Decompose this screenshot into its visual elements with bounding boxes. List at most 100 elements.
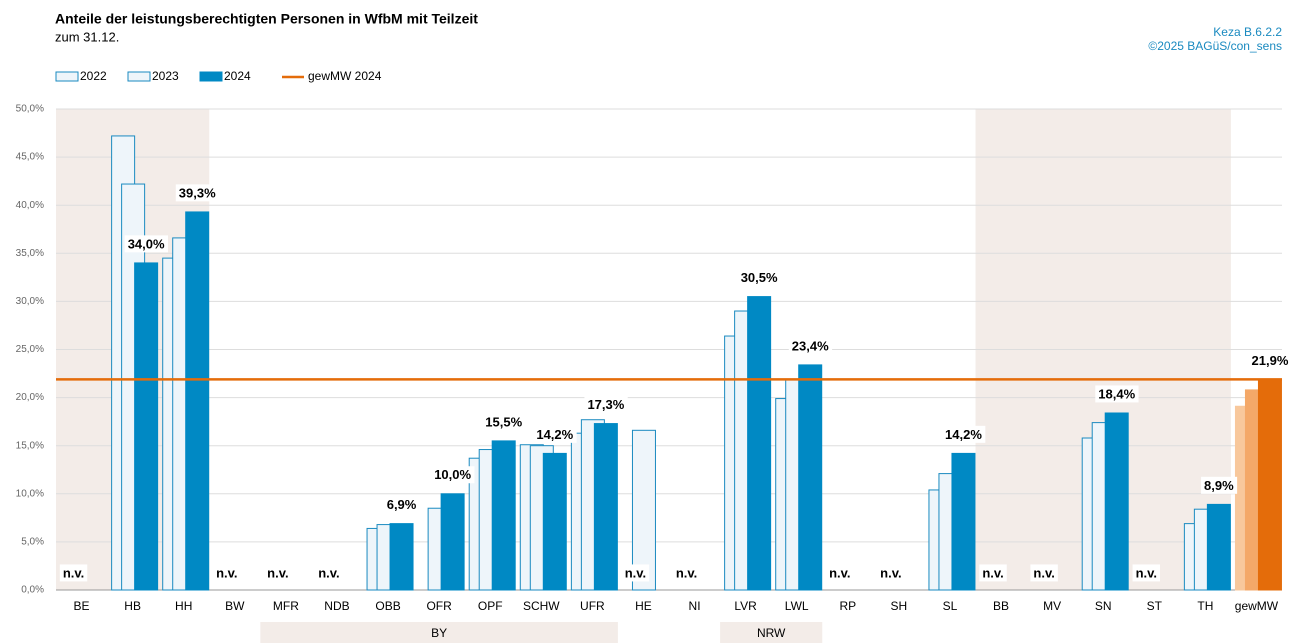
value-label: 30,5% (741, 270, 778, 285)
value-label: n.v. (318, 565, 339, 580)
legend-label: 2024 (224, 69, 251, 83)
value-label-bg (979, 564, 1007, 582)
value-label-bg (213, 564, 241, 582)
bar (593, 423, 618, 591)
value-label: 8,9% (1204, 478, 1234, 493)
value-label-bg (124, 235, 168, 253)
value-label-bg (826, 564, 854, 582)
y-tick-label: 40,0% (16, 200, 44, 211)
x-tick-label: SN (1095, 599, 1112, 613)
value-label: 14,2% (536, 427, 573, 442)
value-label-bg (877, 564, 905, 582)
legend-label: 2023 (152, 69, 179, 83)
y-tick-label: 20,0% (16, 392, 44, 403)
source: Keza B.6.2.2 (1213, 25, 1282, 39)
group-label: BY (431, 626, 447, 640)
y-tick-label: 15,0% (16, 440, 44, 451)
value-label-bg (315, 564, 343, 582)
group-band (720, 622, 823, 643)
value-label-bg (672, 564, 701, 582)
legend-swatch (127, 71, 151, 82)
chart-title: Anteile der leistungsberechtigten Person… (55, 11, 478, 27)
y-tick-label: 25,0% (16, 344, 44, 355)
x-tick-label: MV (1043, 599, 1061, 613)
bar (951, 452, 976, 591)
value-label: n.v. (676, 565, 697, 580)
bar (798, 364, 823, 591)
value-label-bg (788, 337, 833, 355)
value-label: n.v. (267, 565, 288, 580)
value-label: n.v. (1136, 565, 1157, 580)
x-tick-label: LWL (785, 599, 809, 613)
y-tick-label: 45,0% (16, 152, 44, 163)
bar (440, 493, 465, 591)
value-label: n.v. (216, 565, 237, 580)
x-tick-label: NI (689, 599, 701, 613)
value-label: 21,9% (1252, 353, 1289, 368)
value-label: n.v. (880, 565, 901, 580)
legend-label: 2022 (80, 69, 107, 83)
legend-swatch (55, 71, 79, 82)
value-label: 14,2% (945, 427, 982, 442)
x-tick-label: SL (943, 599, 958, 613)
x-tick-label: LVR (734, 599, 757, 613)
value-label-bg (533, 425, 577, 443)
group-band (260, 622, 618, 643)
y-tick-label: 10,0% (16, 488, 44, 499)
value-label: n.v. (1033, 565, 1054, 580)
bar (491, 440, 516, 591)
x-tick-label: OBB (375, 599, 400, 613)
value-label-bg (942, 425, 986, 443)
value-label-bg (1132, 564, 1161, 582)
group-label: NRW (757, 626, 786, 640)
x-tick-label: BW (225, 599, 245, 613)
value-label-bg (737, 269, 781, 287)
bar (542, 452, 567, 591)
value-label-bg (1030, 564, 1058, 582)
y-tick-label: 30,0% (16, 296, 44, 307)
bar (185, 211, 210, 591)
legend-swatch (199, 71, 223, 82)
x-tick-label: OPF (478, 599, 503, 613)
x-tick-label: HB (124, 599, 141, 613)
value-label-bg (431, 466, 475, 484)
value-label: 23,4% (792, 338, 829, 353)
value-label-bg (264, 564, 292, 582)
value-label-bg (1201, 476, 1238, 494)
value-label-bg (383, 496, 420, 514)
value-label: n.v. (63, 565, 84, 580)
bar (1257, 378, 1282, 591)
value-label: n.v. (982, 565, 1003, 580)
value-label-bg (59, 564, 88, 582)
x-tick-label: BE (74, 599, 90, 613)
x-tick-label: TH (1197, 599, 1213, 613)
bar (747, 296, 772, 591)
value-label-bg (621, 564, 650, 582)
value-label-bg (1248, 351, 1290, 369)
value-label-bg (1095, 385, 1139, 403)
value-label-bg (175, 184, 220, 202)
value-label: 39,3% (179, 185, 216, 200)
value-label: 15,5% (485, 414, 522, 429)
y-tick-label: 5,0% (21, 537, 44, 548)
y-tick-label: 50,0% (16, 104, 44, 115)
value-label: 6,9% (387, 497, 417, 512)
x-tick-label: gewMW (1235, 599, 1279, 613)
source: ©2025 BAGüS/con_sens (1148, 39, 1282, 53)
x-tick-label: NDB (324, 599, 349, 613)
value-label: n.v. (625, 565, 646, 580)
bar (1206, 503, 1231, 591)
x-tick-label: SCHW (523, 599, 560, 613)
bar (631, 429, 656, 591)
x-tick-label: SH (891, 599, 908, 613)
x-tick-label: RP (839, 599, 856, 613)
value-label-bg (482, 413, 526, 431)
value-label-bg (584, 396, 628, 414)
x-tick-label: OFR (426, 599, 452, 613)
value-label: 17,3% (587, 397, 624, 412)
value-label: 34,0% (128, 236, 165, 251)
chart-subtitle: zum 31.12. (55, 29, 119, 44)
value-label: 18,4% (1098, 386, 1135, 401)
y-tick-label: 35,0% (16, 248, 44, 259)
